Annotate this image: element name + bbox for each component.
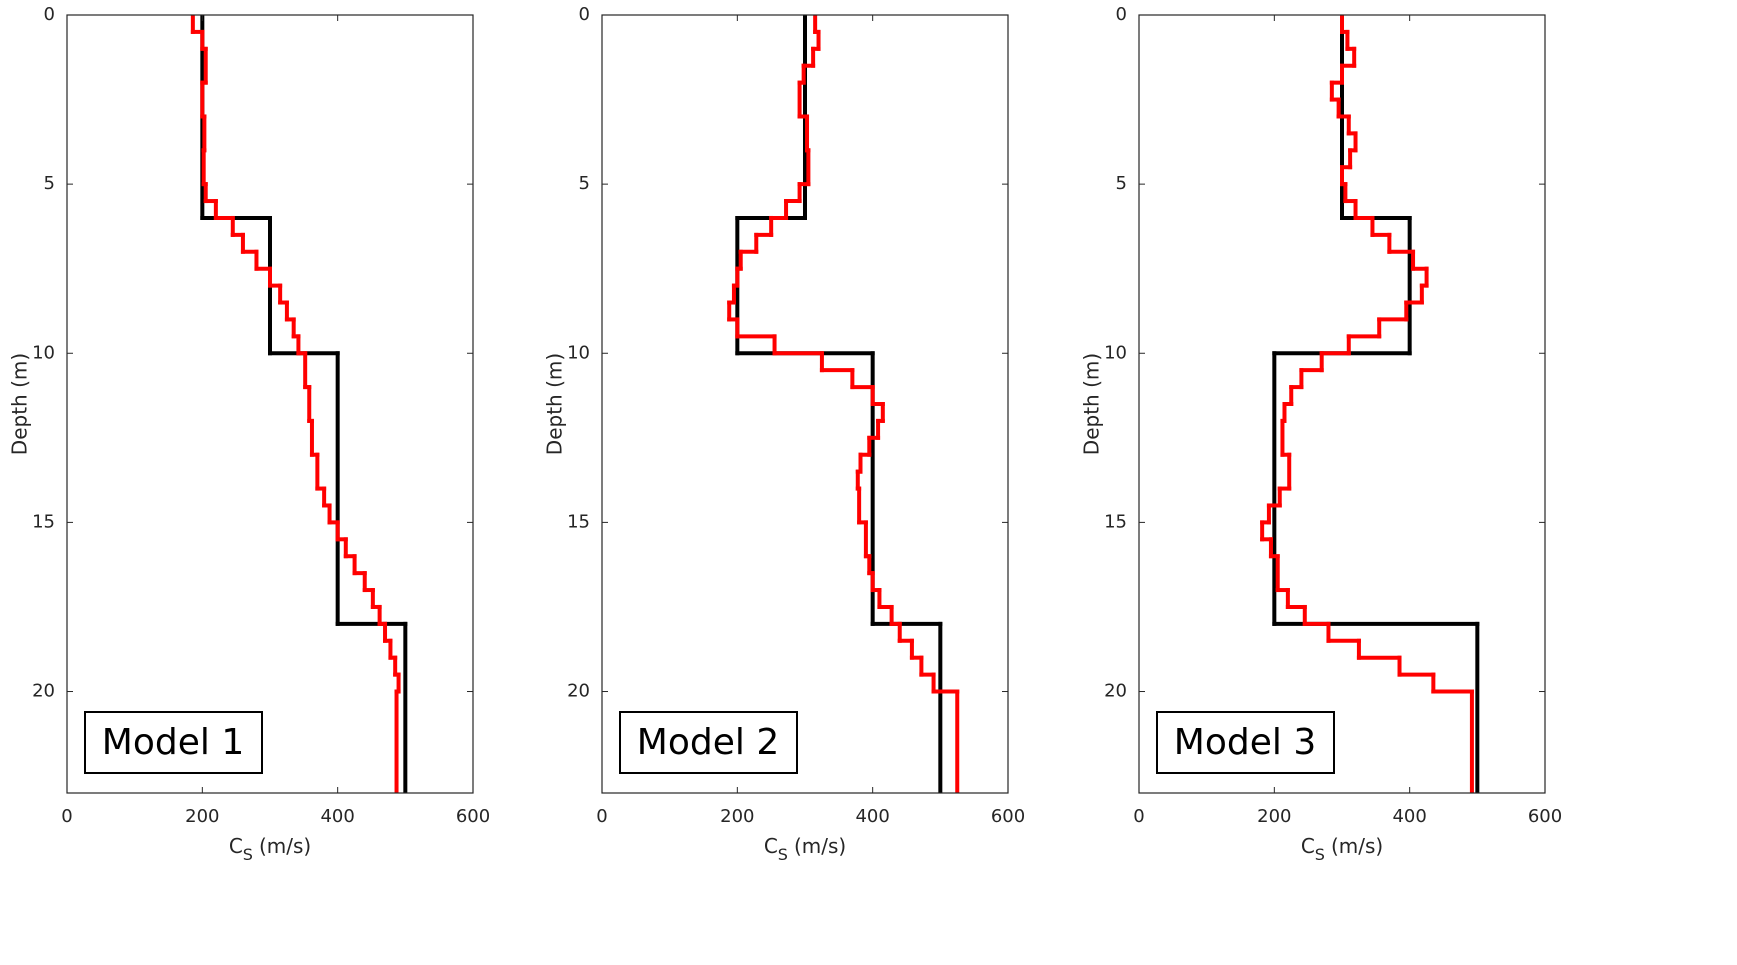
axes-frame xyxy=(1138,14,1546,794)
x-tick-label: 400 xyxy=(855,806,889,827)
model-label: Model 1 xyxy=(102,722,244,763)
x-axis-label: CS (m/s) xyxy=(764,834,846,864)
x-label-sub: S xyxy=(243,845,253,864)
x-label-unit: (m/s) xyxy=(1331,834,1383,858)
x-axis-label: CS (m/s) xyxy=(1301,834,1383,864)
x-tick-label: 600 xyxy=(456,806,490,827)
y-tick-label: 5 xyxy=(1116,173,1127,194)
y-tick-label: 10 xyxy=(32,342,55,363)
x-label-main: C xyxy=(229,834,243,858)
y-tick-label: 15 xyxy=(567,511,590,532)
x-label-unit: (m/s) xyxy=(259,834,311,858)
x-label-sub: S xyxy=(778,845,788,864)
plot-area xyxy=(67,15,473,793)
axes-frame xyxy=(66,14,474,794)
y-tick-label: 20 xyxy=(32,681,55,702)
model-label: Model 3 xyxy=(1174,722,1316,763)
x-axis-label: CS (m/s) xyxy=(229,834,311,864)
annotation-box xyxy=(1156,711,1335,774)
panel: 0 200 400 600 0 5 10 15 20 CS (m/s) Depth (m) Model … xyxy=(543,4,1026,864)
data-layer xyxy=(1260,15,1480,793)
model-label: Model 2 xyxy=(637,722,779,763)
annotation-box xyxy=(619,711,798,774)
y-tick-label: 0 xyxy=(579,4,590,25)
x-tick-label: 200 xyxy=(1257,806,1291,827)
y-tick-label: 15 xyxy=(1104,511,1127,532)
y-axis-label: Depth (m) xyxy=(8,353,32,455)
x-tick-label: 0 xyxy=(596,806,607,827)
x-label-main: C xyxy=(764,834,778,858)
y-tick-label: 5 xyxy=(44,173,55,194)
y-tick-label: 5 xyxy=(579,173,590,194)
annotation-box xyxy=(84,711,263,774)
y-tick-label: 20 xyxy=(567,681,590,702)
y-tick-label: 10 xyxy=(567,342,590,363)
y-axis-label: Depth (m) xyxy=(1080,353,1104,455)
x-label-main: C xyxy=(1301,834,1315,858)
x-tick-label: 200 xyxy=(720,806,754,827)
x-tick-label: 600 xyxy=(1528,806,1562,827)
x-label-unit: (m/s) xyxy=(794,834,846,858)
y-tick-label: 0 xyxy=(44,4,55,25)
y-tick-label: 0 xyxy=(1116,4,1127,25)
panel: 0 200 400 600 0 5 10 15 20 CS (m/s) Depth (m) Model … xyxy=(1080,4,1563,864)
x-tick-label: 0 xyxy=(1133,806,1144,827)
x-tick-label: 400 xyxy=(320,806,354,827)
y-tick-label: 20 xyxy=(1104,681,1127,702)
x-tick-label: 200 xyxy=(185,806,219,827)
y-tick-label: 15 xyxy=(32,511,55,532)
x-tick-label: 600 xyxy=(991,806,1025,827)
y-tick-label: 10 xyxy=(1104,342,1127,363)
x-tick-label: 0 xyxy=(61,806,72,827)
panel: 0 200 400 600 0 5 10 15 20 CS (m/s) Depth (m) Model … xyxy=(8,4,491,864)
axes-frame xyxy=(601,14,1009,794)
y-axis-label: Depth (m) xyxy=(543,353,567,455)
x-tick-label: 400 xyxy=(1392,806,1426,827)
data-layer xyxy=(190,15,408,793)
data-layer xyxy=(727,15,960,793)
x-label-sub: S xyxy=(1315,845,1325,864)
